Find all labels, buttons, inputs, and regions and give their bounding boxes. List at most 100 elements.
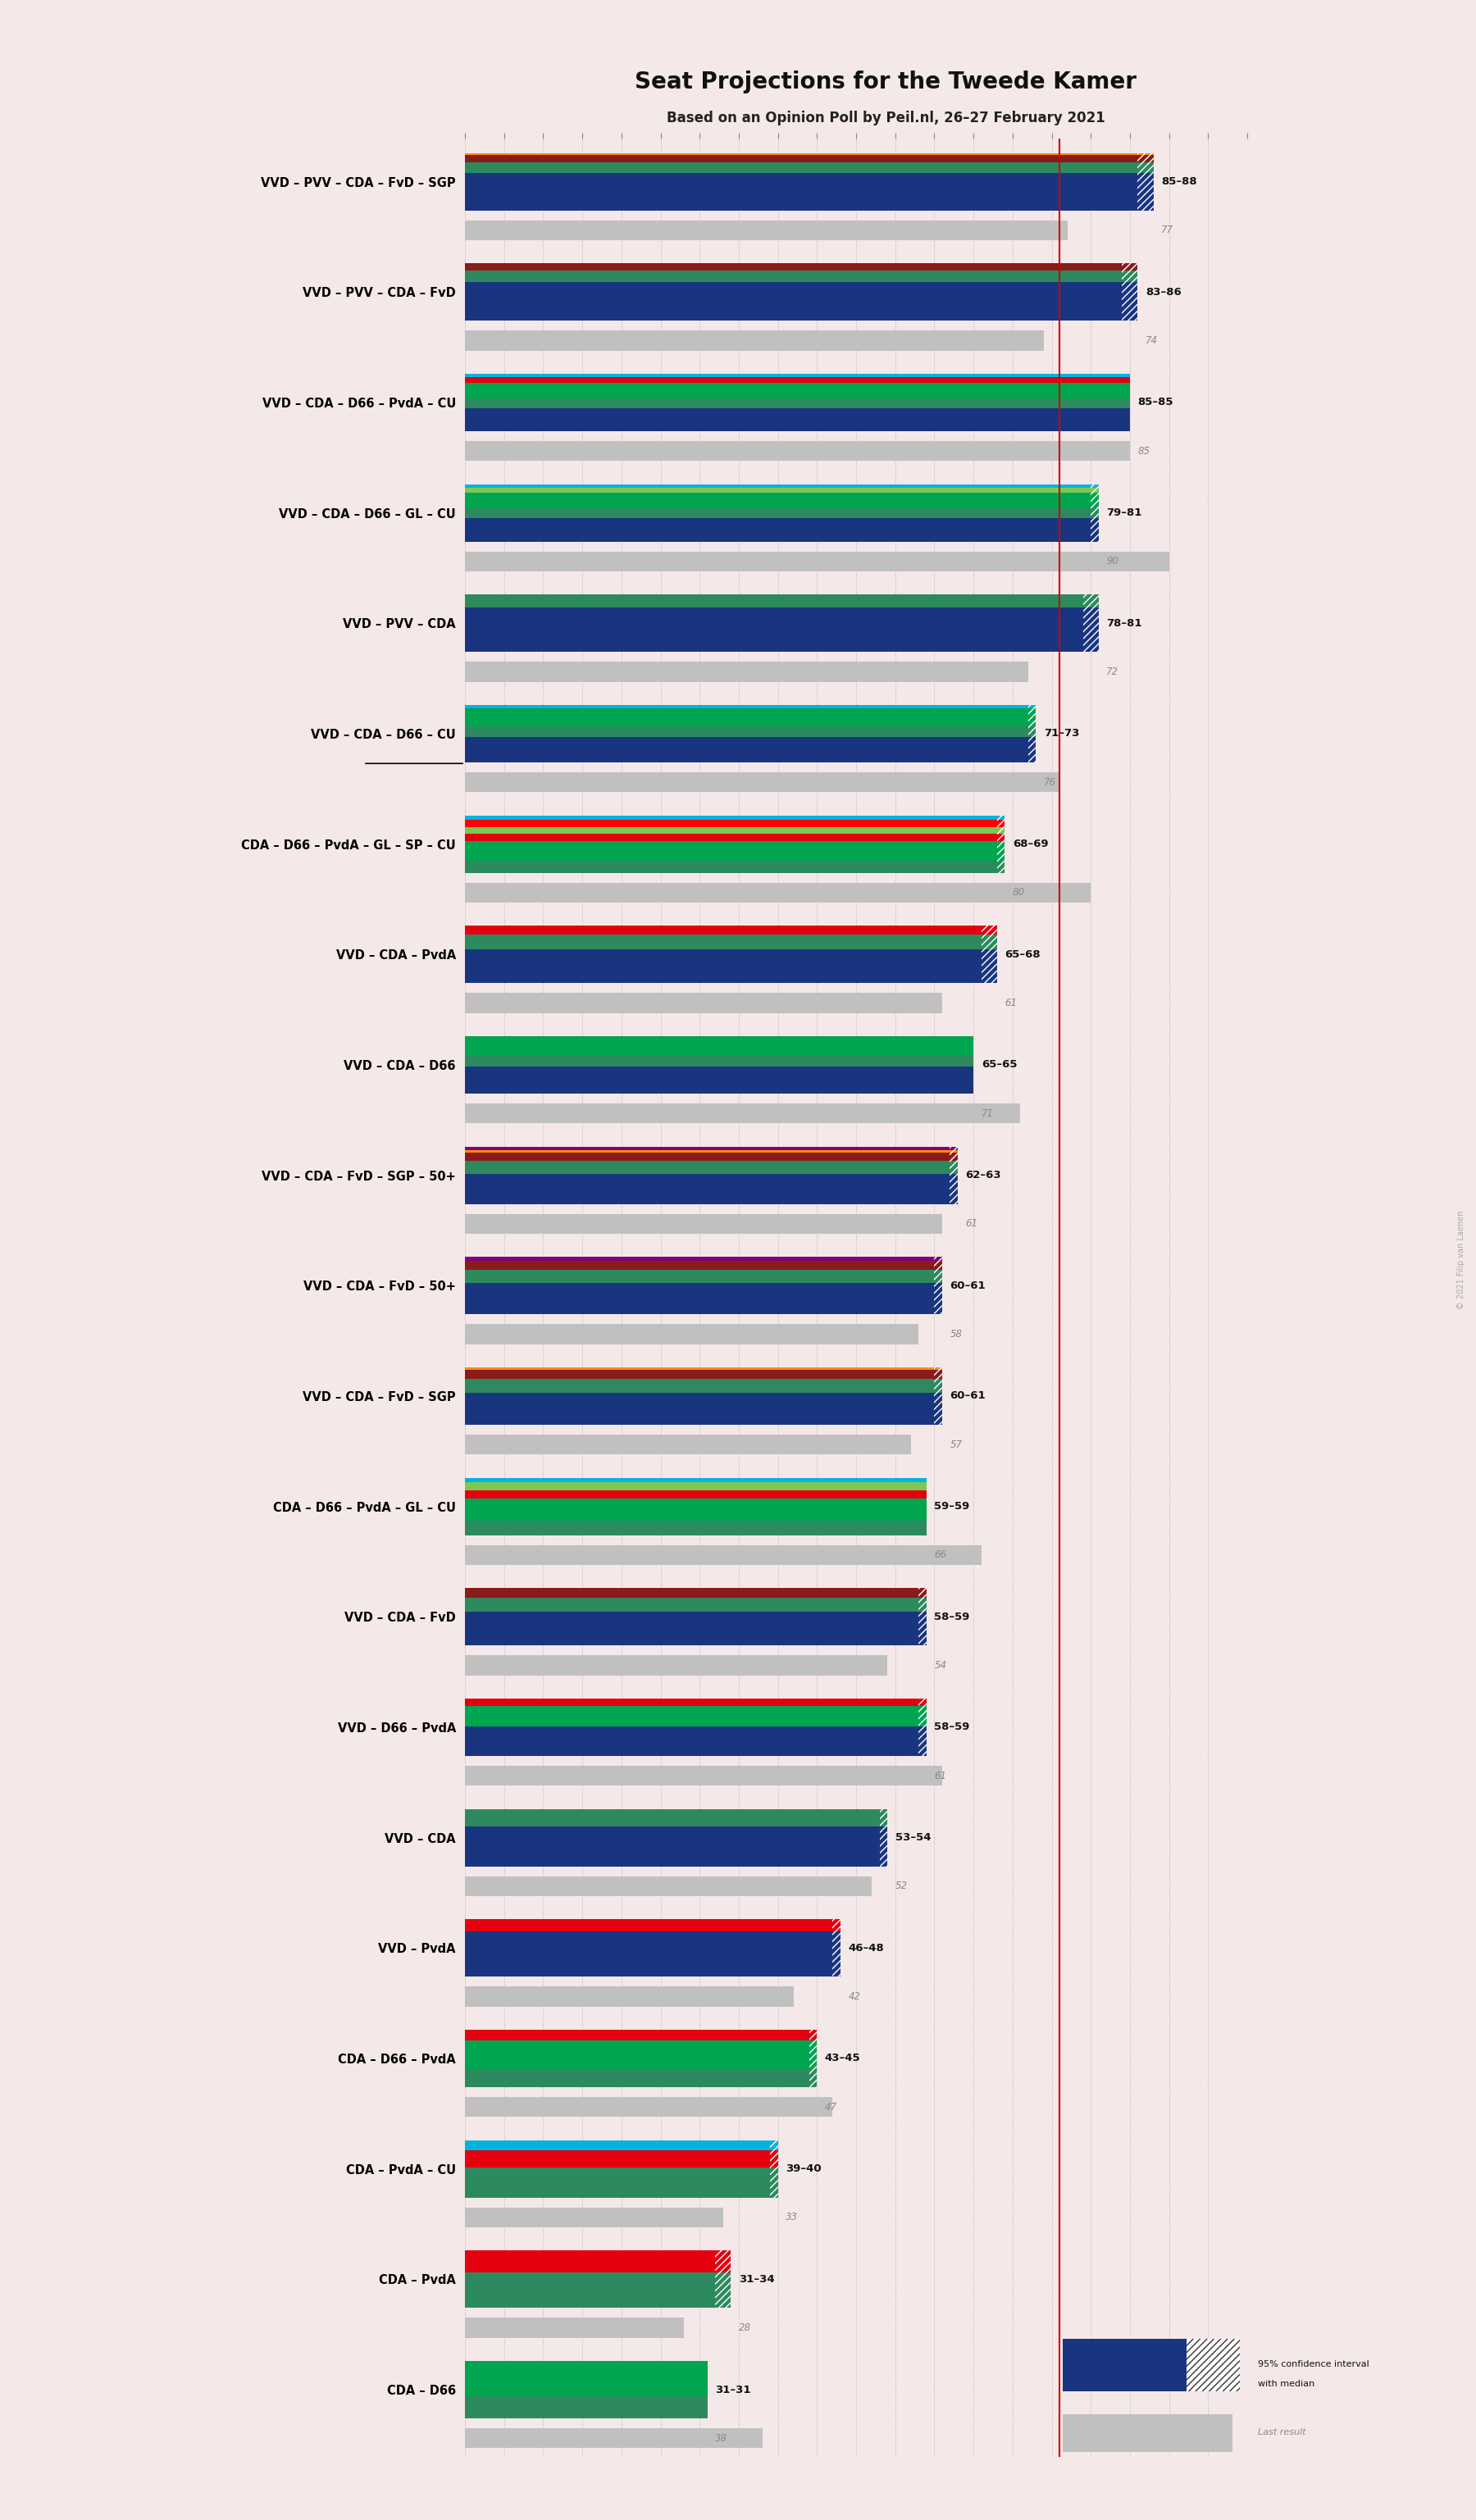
Text: Based on an Opinion Poll by Peil.nl, 26–27 February 2021: Based on an Opinion Poll by Peil.nl, 26–…	[666, 111, 1106, 126]
Text: 33: 33	[785, 2213, 799, 2223]
Bar	[465, 509, 1091, 519]
Bar	[934, 1257, 942, 1315]
Bar	[918, 1706, 927, 1726]
Bar	[465, 2429, 762, 2447]
Bar	[918, 1698, 927, 1756]
Text: 58–59: 58–59	[934, 1610, 970, 1623]
Bar	[982, 925, 996, 935]
Bar	[465, 1104, 1020, 1124]
Bar	[465, 1257, 934, 1260]
Bar	[465, 2250, 716, 2273]
Text: 47: 47	[825, 2102, 837, 2112]
Bar	[465, 486, 1091, 494]
Text: 54: 54	[934, 1661, 946, 1671]
Bar	[465, 270, 1122, 282]
Text: 85–88: 85–88	[1162, 176, 1197, 186]
Bar	[465, 706, 1029, 708]
Bar	[465, 1283, 934, 1315]
Bar	[1083, 607, 1098, 622]
Bar	[465, 1270, 934, 1283]
Bar	[1187, 2339, 1240, 2391]
Bar	[918, 1726, 927, 1756]
Bar	[809, 2069, 818, 2087]
Bar	[770, 2139, 778, 2150]
Bar	[465, 1930, 832, 1976]
Bar	[465, 1036, 974, 1056]
Bar	[465, 726, 1029, 736]
Bar	[934, 1260, 942, 1270]
Bar	[465, 441, 1131, 461]
Bar	[465, 993, 942, 1013]
Bar	[465, 622, 1083, 653]
Bar	[465, 494, 1091, 509]
Bar	[465, 1986, 794, 2006]
Bar	[1029, 726, 1036, 736]
Bar	[465, 282, 1122, 295]
Text: 31–31: 31–31	[716, 2384, 751, 2394]
Text: 66: 66	[934, 1550, 946, 1560]
Bar	[1029, 706, 1036, 708]
Text: 78–81: 78–81	[1107, 617, 1142, 627]
Bar	[1187, 2339, 1240, 2391]
Bar	[465, 2069, 809, 2087]
Bar	[880, 1827, 887, 1867]
Text: 58: 58	[951, 1328, 962, 1341]
Bar	[465, 2167, 770, 2197]
Text: 28: 28	[739, 2323, 751, 2334]
Bar	[465, 2397, 707, 2419]
Bar	[1091, 486, 1098, 494]
Bar	[832, 1920, 840, 1930]
Bar	[465, 1920, 832, 1930]
Bar	[996, 827, 1005, 834]
Bar	[880, 1809, 887, 1827]
Text: 42: 42	[849, 1991, 861, 2001]
Bar	[465, 295, 1122, 320]
Bar	[1138, 161, 1153, 174]
Bar	[1122, 270, 1138, 282]
Bar	[1091, 484, 1098, 542]
Bar	[465, 1545, 982, 1565]
Bar	[934, 1371, 942, 1378]
Bar	[716, 2250, 731, 2308]
Bar	[951, 1149, 958, 1152]
Bar	[465, 1260, 934, 1270]
Bar	[465, 1056, 974, 1066]
Bar	[996, 816, 1005, 872]
Bar	[465, 1827, 880, 1867]
Bar	[465, 378, 1131, 383]
Bar	[996, 859, 1005, 872]
Text: 68–69: 68–69	[1013, 839, 1048, 849]
Bar	[465, 1326, 918, 1343]
Bar	[465, 736, 1029, 764]
Text: 90: 90	[1107, 557, 1119, 567]
Bar	[465, 484, 1091, 486]
Bar	[1083, 595, 1098, 653]
Bar	[716, 2273, 731, 2308]
Text: 83–86: 83–86	[1145, 287, 1181, 297]
Text: 77: 77	[1162, 224, 1173, 234]
Bar	[465, 859, 996, 872]
Bar	[465, 1809, 880, 1827]
Bar	[465, 1371, 934, 1378]
Bar	[1122, 282, 1138, 295]
Bar	[809, 2041, 818, 2069]
Bar	[465, 2097, 832, 2117]
Bar	[465, 607, 1083, 622]
Text: 31–34: 31–34	[739, 2273, 775, 2286]
Bar	[1122, 265, 1138, 320]
Bar	[465, 330, 1044, 350]
Bar	[996, 834, 1005, 842]
Bar	[465, 219, 1067, 239]
Bar	[934, 1257, 942, 1260]
Bar	[465, 708, 1029, 726]
Bar	[465, 1066, 974, 1094]
Bar	[770, 2139, 778, 2197]
Bar	[1083, 595, 1098, 607]
Bar	[465, 1152, 951, 1162]
Bar	[918, 1698, 927, 1706]
Text: 65–68: 65–68	[1005, 950, 1041, 960]
Text: 71: 71	[982, 1109, 993, 1119]
Bar	[1091, 484, 1098, 486]
Bar	[465, 950, 982, 983]
Bar	[465, 1726, 918, 1756]
